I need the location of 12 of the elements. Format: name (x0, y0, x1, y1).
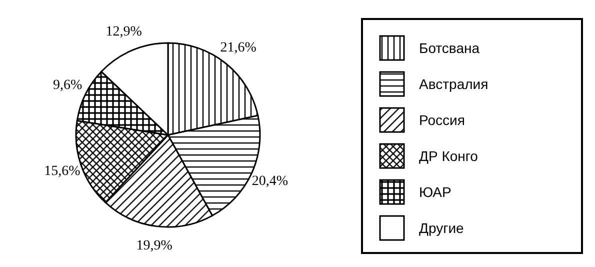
legend-label: Россия (419, 112, 465, 128)
legend-label: ЮАР (419, 184, 452, 200)
legend-label: Другие (419, 220, 464, 236)
data-label: 21,6% (220, 40, 257, 56)
data-label: 19,9% (136, 238, 173, 254)
legend-label: ДР Конго (419, 148, 478, 164)
data-label: 15,6% (44, 164, 81, 180)
data-label: 12,9% (106, 24, 142, 40)
legend-label: Австралия (419, 76, 488, 92)
data-label: 20,4% (252, 174, 288, 189)
legend-label: Ботсвана (419, 40, 480, 56)
data-label: 9,6% (52, 78, 82, 93)
